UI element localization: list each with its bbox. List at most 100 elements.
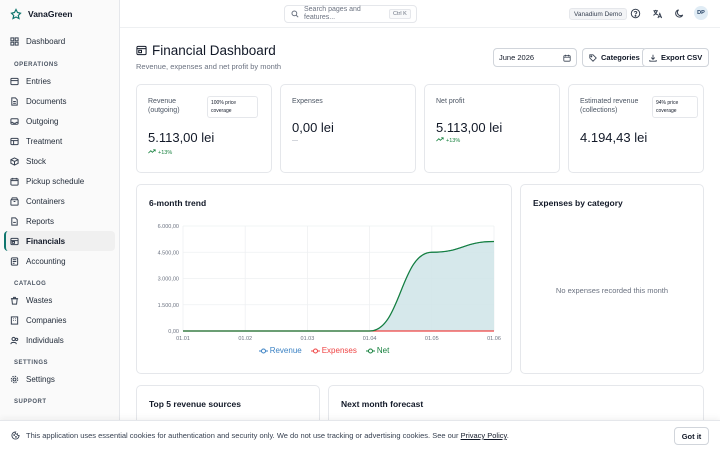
chart-legend: Revenue Expenses Net: [137, 346, 511, 355]
sidebar-item-label: Wastes: [26, 295, 53, 305]
brand[interactable]: VanaGreen: [0, 0, 119, 27]
categories-button[interactable]: Categories: [582, 48, 647, 67]
sidebar-item-label: Companies: [26, 315, 67, 325]
sidebar-nav: Dashboard OPERATIONS Entries Documents Outg…: [0, 31, 119, 408]
kpi-label: Net profit: [436, 98, 465, 105]
kpi-delta-value: +13%: [446, 137, 461, 144]
search-icon: [291, 10, 299, 18]
categories-label: Categories: [601, 53, 640, 62]
month-value: June 2026: [499, 53, 535, 62]
legend-label: Revenue: [269, 346, 302, 355]
sidebar-item-label: Entries: [26, 76, 51, 86]
kpi-value: 4.194,43 lei: [580, 130, 648, 145]
legend-label: Expenses: [321, 346, 357, 355]
calendar-icon: [10, 177, 19, 186]
kpi-card-expenses: Expenses 0,00 lei —: [280, 84, 416, 173]
legend-marker: [365, 348, 375, 353]
forecast-title: Next month forecast: [341, 399, 424, 409]
trend-up-icon: [436, 137, 444, 144]
sidebar-item-pickup-schedule[interactable]: Pickup schedule: [4, 171, 115, 191]
containers-icon: [10, 196, 19, 206]
cookie-text: This application uses essential cookies …: [26, 431, 509, 440]
y-tick-label: 0,00: [168, 329, 179, 335]
sidebar-item-individuals[interactable]: Individuals: [4, 330, 115, 350]
cookie-message-end: .: [506, 431, 509, 440]
sidebar-sections: OPERATIONS Entries Documents Outgoing Treatm…: [4, 55, 115, 408]
sidebar-item-financials[interactable]: Financials: [4, 231, 115, 251]
expenses-by-category-card: Expenses by category No expenses recorde…: [520, 184, 704, 374]
sidebar-item-companies[interactable]: Companies: [4, 310, 115, 330]
financials-icon: [10, 237, 19, 246]
kpi-delta: +13%: [148, 149, 172, 156]
sidebar-item-settings[interactable]: Settings: [4, 369, 115, 389]
page-subtitle: Revenue, expenses and net profit by mont…: [136, 62, 282, 71]
privacy-policy-link[interactable]: Privacy Policy: [460, 431, 507, 440]
documents-icon: [10, 96, 19, 106]
sidebar-item-documents[interactable]: Documents: [4, 91, 115, 111]
search-input[interactable]: Search pages and features... Ctrl K: [284, 5, 417, 23]
search-shortcut: Ctrl K: [389, 9, 411, 19]
legend-item-net[interactable]: Net: [365, 346, 390, 355]
x-tick-label: 01.06: [487, 336, 501, 342]
sidebar-item-label: Individuals: [26, 335, 64, 345]
sidebar-item-containers[interactable]: Containers: [4, 191, 115, 211]
kpi-label: Revenue (outgoing): [148, 98, 180, 114]
y-tick-label: 6.000,00: [158, 224, 179, 230]
accounting-icon: [10, 256, 19, 266]
sidebar-item-treatment[interactable]: Treatment: [4, 131, 115, 151]
sidebar-item-stock[interactable]: Stock: [4, 151, 115, 171]
sidebar-section-label: CATALOG: [14, 281, 47, 287]
individuals-icon: [10, 336, 19, 345]
x-tick-label: 01.05: [425, 336, 439, 342]
x-tick-label: 01.02: [238, 336, 252, 342]
companies-icon: [10, 315, 19, 325]
y-tick-label: 4.500,00: [158, 250, 179, 256]
trend-title: 6-month trend: [149, 198, 207, 208]
page-title: Financial Dashboard: [136, 43, 276, 58]
trend-chart: 0,00 1.500,00 3.000,00 4.500,00 6.000,00 01.0…: [158, 224, 501, 342]
kpi-label: Expenses: [292, 98, 323, 105]
sidebar-item-label: Settings: [26, 374, 55, 384]
sidebar-item-reports[interactable]: Reports: [4, 211, 115, 231]
legend-item-expenses[interactable]: Expenses: [310, 346, 357, 355]
sidebar-item-dashboard[interactable]: Dashboard: [4, 31, 115, 51]
sidebar-item-label: Stock: [26, 156, 47, 166]
net-area: [183, 241, 494, 331]
financial-icon: [136, 45, 147, 56]
moon-icon[interactable]: [674, 8, 685, 19]
sidebar-item-accounting[interactable]: Accounting: [4, 251, 115, 271]
kpi-card-estimated-revenue: Estimated revenue (collections) 94% pric…: [568, 84, 704, 173]
outgoing-icon: [10, 117, 19, 126]
cookie-accept-button[interactable]: Got it: [674, 427, 709, 445]
kpi-card-net-profit: Net profit 5.113,00 lei +13%: [424, 84, 560, 173]
sidebar-item-label: Treatment: [26, 136, 63, 146]
sidebar-item-label: Dashboard: [26, 36, 66, 46]
legend-item-revenue[interactable]: Revenue: [258, 346, 302, 355]
cookie-message: This application uses essential cookies …: [26, 431, 459, 440]
stock-icon: [10, 156, 19, 166]
dashboard-icon: [10, 36, 19, 46]
month-picker[interactable]: June 2026: [493, 48, 577, 67]
search-placeholder: Search pages and features...: [304, 6, 361, 21]
x-tick-label: 01.03: [301, 336, 315, 342]
sidebar-section-label: OPERATIONS: [14, 62, 59, 68]
trend-up-icon: [148, 149, 156, 156]
kpi-delta-value: +13%: [158, 149, 173, 156]
kpi-label: Estimated revenue (collections): [580, 98, 639, 114]
export-csv-button[interactable]: Export CSV: [642, 48, 710, 67]
workspace-badge[interactable]: Vanadium Demo: [569, 8, 627, 20]
kpi-card-revenue: Revenue (outgoing) 100% price coverage 5…: [136, 84, 272, 173]
sidebar-item-outgoing[interactable]: Outgoing: [4, 111, 115, 131]
sidebar-item-label: Accounting: [26, 256, 66, 266]
calendar-icon[interactable]: [563, 54, 571, 62]
wastes-icon: [10, 296, 19, 305]
sidebar-item-wastes[interactable]: Wastes: [4, 290, 115, 310]
help-icon[interactable]: [630, 8, 641, 19]
sidebar-item-entries[interactable]: Entries: [4, 71, 115, 91]
translate-icon[interactable]: [652, 8, 663, 19]
coverage-badge: 100% price coverage: [207, 96, 258, 118]
legend-label: Net: [376, 346, 390, 355]
avatar[interactable]: DP: [694, 6, 708, 20]
sidebar-section-label: SUPPORT: [14, 399, 47, 405]
kpi-value: 5.113,00 lei: [148, 130, 215, 145]
